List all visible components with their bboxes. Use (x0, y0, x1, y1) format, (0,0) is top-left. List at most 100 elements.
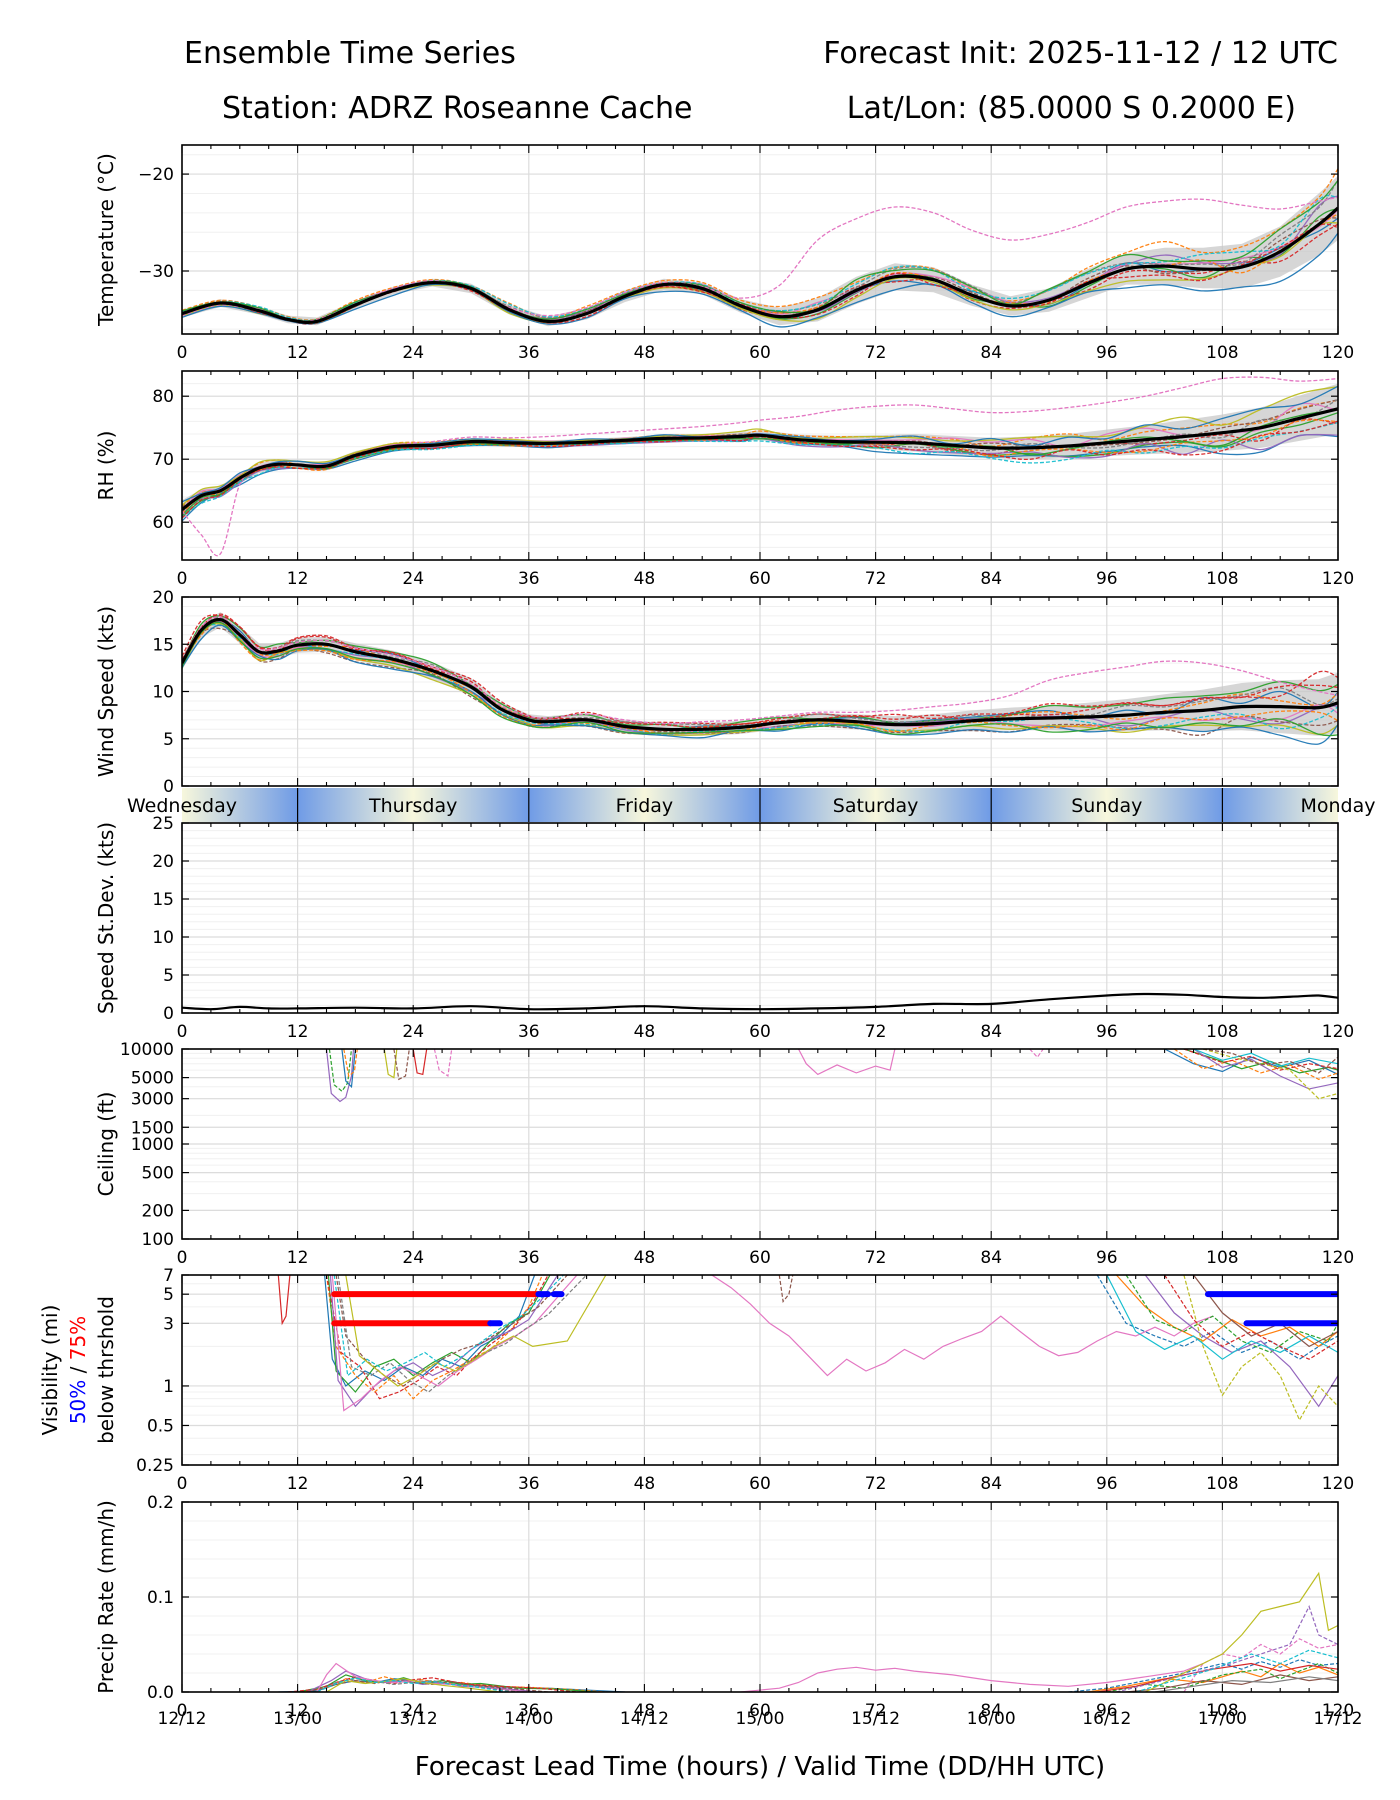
x-tick-label: 0 (177, 1248, 188, 1268)
day-band: Wednesday Thursday Friday Saturday Sunday Mon… (127, 788, 1376, 822)
day-segment (760, 788, 992, 822)
ensemble-member-line (345, 1275, 607, 1387)
y-axis-label: Ceiling (ft) (94, 1092, 118, 1197)
plot-area (182, 168, 1338, 328)
x-tick-label: 84 (980, 1701, 1002, 1721)
y-tick-label: 20 (152, 588, 174, 608)
x-tick-label: 36 (518, 1701, 540, 1721)
bottom-valid-time-axis: 12/12 13/00 13/12 14/00 14/12 15/00 15/12 16/00… (158, 1709, 1363, 1729)
plot-area (182, 612, 1338, 745)
x-tick-label: 72 (865, 569, 887, 589)
y-tick-label: 1500 (131, 1118, 174, 1138)
ensemble-member-line (182, 616, 1338, 727)
x-tick-label: 72 (865, 1474, 887, 1494)
ensemble-member-line (324, 1275, 536, 1387)
y-axis-label: Temperature (°C) (94, 153, 118, 327)
y-tick-label: 5 (163, 730, 174, 750)
x-tick-label: 108 (1206, 1701, 1238, 1721)
title-right-line1: Forecast Init: 2025-11-12 / 12 UTC (823, 36, 1338, 71)
ensemble-member-line (343, 1049, 358, 1078)
panel-relative-humidity: 60 70 80 0 12 24 36 48 60 72 84 96 108 120 RH (%) (94, 370, 1354, 589)
ensemble-member-line (316, 1677, 510, 1692)
x-tick-label: 12 (287, 343, 309, 363)
ensemble-member-line (1183, 1049, 1338, 1071)
y-tick-label: 3000 (131, 1090, 174, 1110)
plot-area (182, 992, 1338, 1011)
x-tick-label: 72 (865, 343, 887, 363)
x-tick-label: 36 (518, 1022, 540, 1042)
valid-time-label: 15/00 (736, 1709, 785, 1729)
x-axis-label: Forecast Lead Time (hours) / Valid Time … (415, 1752, 1105, 1782)
day-label: Thursday (368, 795, 457, 817)
ensemble-member-line (182, 179, 1338, 322)
ensemble-member-line (182, 621, 1338, 737)
x-tick-label: 0 (177, 1701, 188, 1721)
plot-area (277, 1275, 1338, 1422)
x-tick-label: 12 (287, 1022, 309, 1042)
ensemble-mean-line (182, 206, 1338, 324)
x-tick-label: 72 (865, 1248, 887, 1268)
y-axis-label: Speed St.Dev. (kts) (94, 822, 118, 1014)
y-tick-label: 15 (152, 890, 174, 910)
ensemble-member-line (277, 1275, 291, 1326)
ensemble-member-line (1173, 1049, 1338, 1080)
x-tick-label: 60 (749, 1474, 771, 1494)
ensemble-member-line (1145, 1571, 1338, 1692)
ensemble-member-line (1183, 1275, 1338, 1422)
day-label: Wednesday (127, 795, 237, 817)
y-tick-label: 5000 (131, 1069, 174, 1089)
y-tick-label: 0 (163, 777, 174, 797)
y-tick-label: 10 (152, 683, 174, 703)
day-segment (528, 788, 760, 822)
y-tick-label: 1 (163, 1377, 174, 1397)
day-segment (297, 788, 529, 822)
valid-time-label: 15/12 (851, 1709, 900, 1729)
y-tick-label: 1000 (131, 1135, 174, 1155)
x-tick-label: 60 (749, 1701, 771, 1721)
panel-wind-speed: 0 5 10 15 20 Wind Speed (kts) (94, 588, 1339, 797)
y-axis-label: Wind Speed (kts) (94, 606, 118, 777)
x-tick-label: 0 (177, 1022, 188, 1042)
x-tick-label: 24 (402, 343, 424, 363)
ensemble-member-line (1087, 1662, 1338, 1692)
y-axis-label: Precip Rate (mm/h) (94, 1500, 118, 1694)
valid-time-label: 17/00 (1198, 1709, 1247, 1729)
y-tick-label: 7 (163, 1266, 174, 1286)
valid-time-label: 13/00 (273, 1709, 322, 1729)
x-tick-label: 12 (287, 1701, 309, 1721)
y-tick-label: 10 (152, 928, 174, 948)
outlier-member-line (182, 376, 1338, 557)
x-tick-label: 108 (1206, 1474, 1238, 1494)
y-tick-label: 20 (152, 852, 174, 872)
x-tick-label: 84 (980, 343, 1002, 363)
ensemble-member-line (1029, 1049, 1044, 1059)
ensemble-member-line (1203, 1049, 1338, 1074)
ensemble-member-line (1115, 1275, 1338, 1348)
y-axis-label-percent: 50% / 75% (66, 1316, 90, 1424)
y-tick-label: 5 (163, 966, 174, 986)
y-tick-label: 0 (163, 1004, 174, 1024)
x-tick-label: 96 (1096, 1474, 1118, 1494)
figure-title: Ensemble Time Series Forecast Init: 2025… (184, 36, 1338, 126)
x-tick-label: 96 (1096, 343, 1118, 363)
ensemble-member-line (1106, 1275, 1338, 1360)
y-axis-label-threshold: below thrshold (94, 1296, 118, 1444)
ensemble-member-line (1135, 1649, 1338, 1692)
ensemble-member-line (182, 627, 1338, 736)
x-tick-label: 24 (402, 1474, 424, 1494)
y-tick-label: 0.1 (147, 1588, 174, 1608)
y-tick-label: 500 (142, 1164, 174, 1184)
ensemble-member-line (711, 1275, 1214, 1377)
ensemble-member-line (333, 1275, 564, 1377)
y-axis-label: RH (%) (94, 431, 118, 501)
x-tick-label: 60 (749, 1248, 771, 1268)
x-tick-label: 48 (634, 1022, 656, 1042)
outlier-member-line (182, 616, 1338, 725)
x-tick-label: 48 (634, 1248, 656, 1268)
panel-precip-rate: 0.0 0.1 0.2 0 12 24 36 48 60 72 84 96 108 120 Precip R… (94, 1493, 1354, 1721)
ensemble-member-line (1154, 1676, 1338, 1692)
x-tick-label: 0 (177, 1474, 188, 1494)
x-tick-label: 120 (1322, 1474, 1354, 1494)
x-tick-label: 72 (865, 1022, 887, 1042)
